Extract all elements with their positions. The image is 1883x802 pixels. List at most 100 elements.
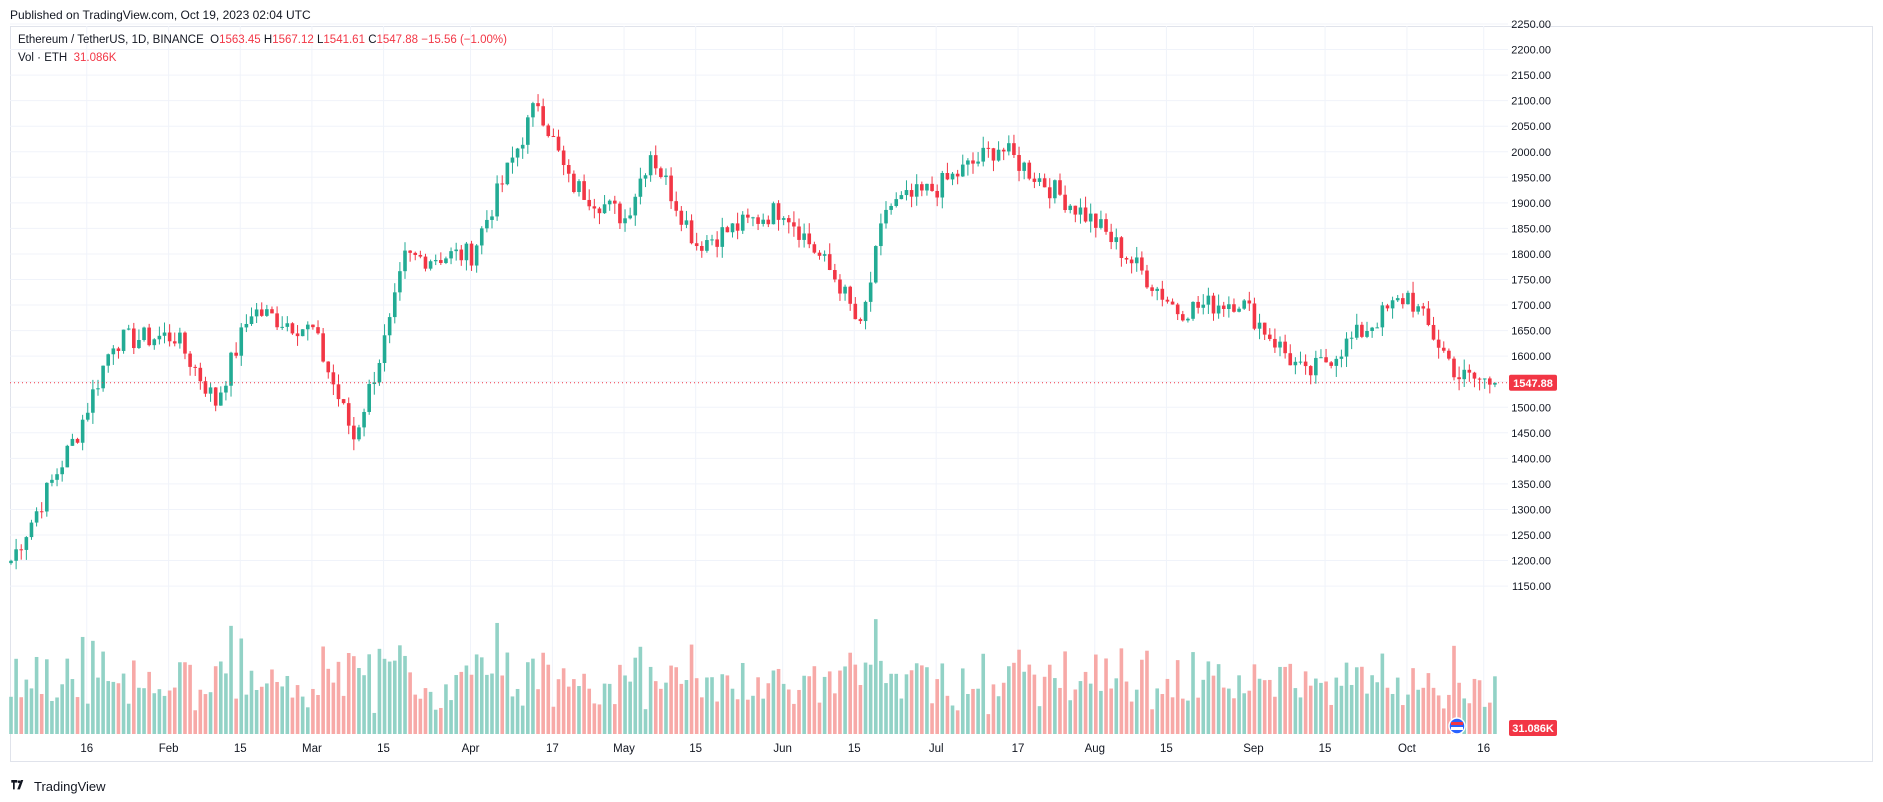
volume-bar xyxy=(1145,650,1149,734)
candle-body xyxy=(275,313,279,328)
candle-body xyxy=(1160,288,1165,300)
candle-body xyxy=(167,332,172,342)
volume-bar xyxy=(879,660,883,734)
volume-bar xyxy=(1411,668,1415,734)
volume-value: 31.086K xyxy=(73,52,117,64)
volume-bar xyxy=(884,683,888,734)
y-tick-label: 1350.00 xyxy=(1511,479,1551,491)
volume-bar xyxy=(1354,667,1359,734)
volume-bar xyxy=(628,681,632,734)
volume-bar xyxy=(1375,682,1380,734)
candle-body xyxy=(239,327,244,356)
candle-body xyxy=(316,327,320,334)
candle-body xyxy=(766,219,771,225)
candle-body xyxy=(561,150,566,166)
volume-bar xyxy=(1493,676,1497,734)
candle-body xyxy=(1078,207,1083,215)
volume-bar xyxy=(500,675,505,734)
volume-bar xyxy=(1180,698,1185,734)
y-tick-label: 1950.00 xyxy=(1511,172,1551,184)
volume-bar xyxy=(285,675,290,734)
x-tick-label: Feb xyxy=(159,743,179,755)
candle-series xyxy=(9,94,1497,570)
volume-bar xyxy=(1390,693,1395,734)
candle-body xyxy=(55,474,59,480)
price-axis[interactable]: 2250.00 2200.00 2150.00 2100.00 2050.00 2000.… xyxy=(1511,19,1551,593)
candle-body xyxy=(1462,369,1467,380)
open-label: O xyxy=(210,34,220,46)
candle-body xyxy=(1191,301,1195,319)
candle-body xyxy=(971,160,975,164)
candle-body xyxy=(172,341,177,344)
volume-bar xyxy=(459,671,464,734)
volume-bar xyxy=(526,662,530,734)
candle-body xyxy=(945,173,950,180)
candle-body xyxy=(1124,257,1129,260)
volume-bar xyxy=(34,656,39,734)
candle-body xyxy=(1441,347,1446,351)
volume-bar xyxy=(1339,685,1344,734)
volume-bar xyxy=(1165,678,1170,734)
volume-bar xyxy=(710,677,714,734)
candle-body xyxy=(531,103,535,118)
candle-body xyxy=(1109,231,1113,243)
volume-bar xyxy=(1094,654,1098,734)
candle-body xyxy=(1037,178,1042,182)
time-axis[interactable]: 16 Feb 15 Mar 15 Apr 17 May 15 Jun 15 Jul 17 Aug 15 Sep… xyxy=(80,743,1490,755)
open-value: 1563.45 xyxy=(219,34,261,46)
volume-bar xyxy=(520,705,525,734)
y-tick-label: 1750.00 xyxy=(1511,275,1551,287)
candle-body xyxy=(1252,303,1257,329)
volume-bar xyxy=(1278,666,1282,734)
volume-bar xyxy=(387,661,392,734)
volume-bar xyxy=(1252,664,1257,734)
candle-body xyxy=(377,363,382,383)
candle-body xyxy=(29,522,34,538)
volume-bar xyxy=(746,699,750,734)
candle-body xyxy=(960,164,965,177)
volume-bar xyxy=(392,660,397,734)
brand-name: TradingView xyxy=(34,778,106,794)
volume-bar xyxy=(1170,697,1175,734)
candle-body xyxy=(628,215,632,219)
volume-bar xyxy=(106,681,111,734)
volume-bar xyxy=(1063,651,1067,734)
candle-body xyxy=(1170,301,1175,305)
volume-bar xyxy=(265,683,269,734)
candle-body xyxy=(1007,143,1011,152)
volume-bar xyxy=(96,677,100,734)
chart-frame[interactable] xyxy=(10,26,1873,762)
volume-bar xyxy=(1047,664,1052,734)
candle-body xyxy=(981,147,986,162)
candle-body xyxy=(1278,341,1282,348)
volume-bar xyxy=(1370,675,1374,734)
volume-bar xyxy=(244,694,249,734)
volume-bar xyxy=(781,683,786,734)
volume-bar xyxy=(75,697,80,734)
x-tick-label: 17 xyxy=(1012,743,1025,755)
candle-body xyxy=(218,392,223,406)
volume-bar xyxy=(188,664,192,734)
candle-body xyxy=(1283,341,1287,354)
volume-bar xyxy=(1293,688,1298,734)
last-price-badge-text: 1547.88 xyxy=(1513,378,1553,390)
candle-body xyxy=(1063,194,1067,211)
volume-bar xyxy=(1298,697,1303,734)
volume-bar xyxy=(1308,685,1313,734)
candle-body xyxy=(290,323,295,334)
low-label: L xyxy=(317,34,324,46)
volume-bar xyxy=(889,673,893,734)
tradingview-footer[interactable]: TradingView xyxy=(10,776,106,796)
candle-body xyxy=(1488,378,1492,385)
candle-body xyxy=(19,549,24,551)
candle-body xyxy=(1175,304,1180,315)
volume-bar xyxy=(674,667,679,734)
volume-bar xyxy=(485,674,489,734)
candle-body xyxy=(1032,178,1037,182)
volume-bar xyxy=(715,701,719,734)
candle-body xyxy=(1094,213,1098,228)
candle-body xyxy=(520,144,525,149)
candle-body xyxy=(884,209,888,224)
volume-bar xyxy=(213,666,218,734)
